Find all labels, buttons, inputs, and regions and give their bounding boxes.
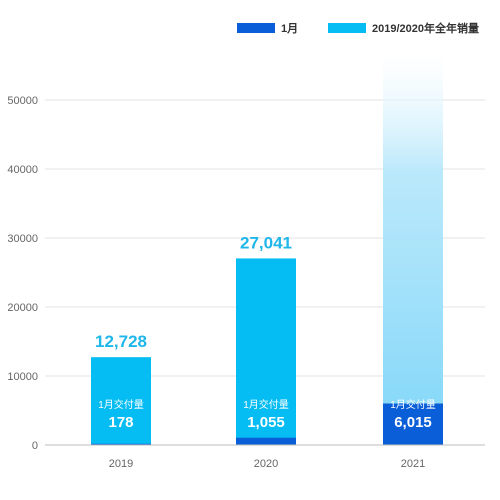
monthly-value-label-2021: 6,015 [394,414,432,431]
y-axis: 0 10000 20000 30000 40000 50000 [7,95,38,452]
y-tick-label: 50000 [7,95,38,107]
x-tick-label-2021: 2021 [401,458,425,470]
monthly-value-label-2019: 178 [108,414,133,431]
monthly-value-label-2020: 1,055 [247,414,285,431]
annual-total-label-2020: 27,041 [240,233,292,252]
x-tick-label-2019: 2019 [109,458,133,470]
projected-bar-2021 [383,55,443,445]
legend-label-annual: 2019/2020年全年销量 [372,21,479,35]
monthly-bar-2021 [383,403,443,445]
annual-bar-2019 [91,357,151,445]
bars: 12,728 1月交付量 178 27,041 1月交付量 1,055 1月交付量 6,015 [91,55,443,445]
y-tick-label: 10000 [7,371,38,383]
legend-label-monthly: 1月 [281,22,298,35]
inner-caption-2019: 1月交付量 [98,398,144,411]
legend: 1月 2019/2020年全年销量 [237,21,479,35]
annual-bar-2020 [236,258,296,445]
legend-swatch-monthly [237,23,275,33]
x-tick-label-2020: 2020 [254,458,278,470]
x-axis: 2019 2020 2021 [45,444,485,470]
y-tick-label: 30000 [7,233,38,245]
monthly-bar-2019 [91,443,151,445]
inner-caption-2021: 1月交付量 [390,398,436,411]
inner-caption-2020: 1月交付量 [243,398,289,411]
y-tick-label: 0 [32,440,38,452]
y-tick-label: 40000 [7,164,38,176]
annual-total-label-2019: 12,728 [95,332,147,351]
monthly-bar-2020 [236,437,296,445]
y-tick-label: 20000 [7,302,38,314]
legend-swatch-annual [328,23,366,33]
